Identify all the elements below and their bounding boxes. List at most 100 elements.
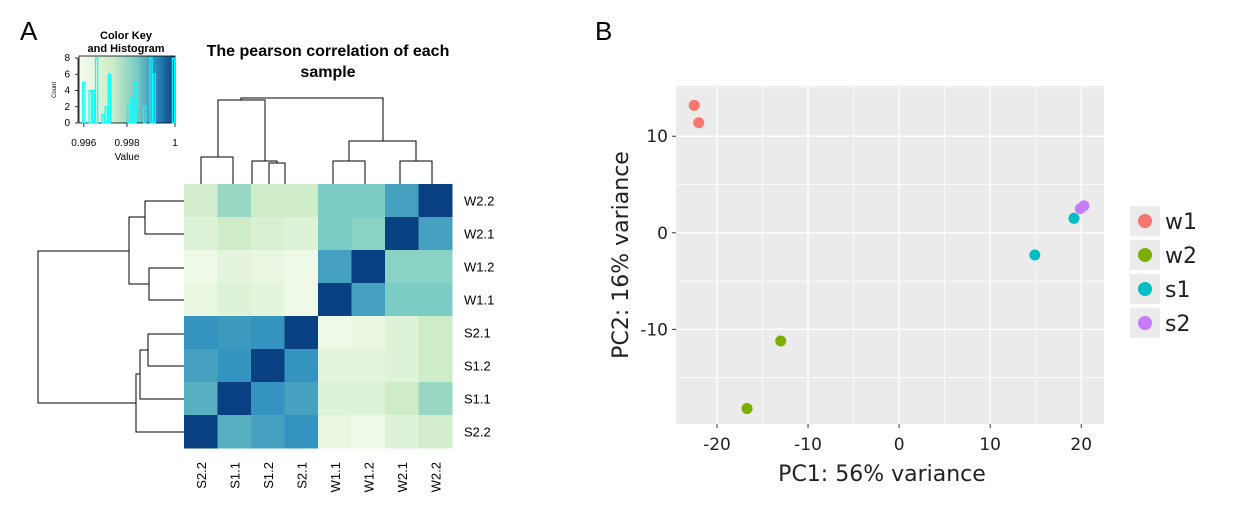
heatmap-column-label: W1.1 [328, 462, 343, 492]
heatmap-cell [351, 250, 386, 284]
heatmap-cell [318, 382, 352, 416]
color-key-histogram-bar [107, 73, 112, 124]
heatmap-cell [184, 217, 218, 251]
legend-key-s2 [1138, 316, 1152, 330]
heatmap-cells [184, 184, 453, 449]
pca-point-w1 [693, 117, 705, 129]
heatmap-cell [251, 250, 285, 284]
color-key-histogram-bar [94, 57, 99, 124]
heatmap-cell [184, 415, 218, 449]
heatmap-title-line2: sample [300, 64, 355, 81]
color-key-xlabel: Value [115, 152, 140, 163]
heatmap-row-label: S1.2 [464, 359, 491, 374]
color-key-histogram-bar [133, 81, 137, 124]
pca-point-w1 [688, 99, 700, 111]
heatmap-cell [351, 184, 386, 218]
heatmap-cell [418, 316, 453, 350]
color-key-y-tick: 2 [64, 102, 70, 113]
heatmap-column-label: W1.2 [361, 462, 376, 492]
heatmap-cell [385, 184, 419, 218]
pca-point-w2 [775, 335, 787, 347]
heatmap-cell [284, 283, 319, 317]
heatmap-cell [184, 250, 218, 284]
color-key-histogram-bar [104, 106, 108, 124]
color-key-y-tick: 4 [64, 86, 70, 97]
heatmap-cell [217, 415, 252, 449]
color-key-y-tick: 8 [64, 53, 70, 64]
column-dendrogram [200, 97, 433, 184]
heatmap-column-label: S2.2 [194, 462, 209, 489]
heatmap-cell [418, 250, 453, 284]
legend-key-w2 [1138, 248, 1152, 262]
color-key-x-tick: 0.996 [71, 138, 96, 149]
pca-tick-labels: -20 -10 0 10 20 -10 0 10 [640, 127, 1092, 455]
heatmap-cell [251, 382, 285, 416]
legend-label-w1: w1 [1165, 210, 1197, 235]
heatmap-row-label: W1.1 [464, 293, 494, 308]
heatmap-cell [251, 349, 285, 383]
pca-y-tick: 0 [657, 224, 668, 244]
heatmap-cell [418, 382, 453, 416]
color-key-histogram-bar [130, 98, 134, 124]
heatmap-row-label: S2.2 [464, 425, 491, 440]
panel-b-label: B [595, 16, 612, 46]
pca-point-s1 [1068, 212, 1080, 224]
heatmap-cell [351, 415, 386, 449]
panel-a-label: A [20, 16, 38, 46]
heatmap-row-label: W2.1 [464, 227, 494, 242]
color-key-histogram-bar [142, 106, 147, 124]
heatmap-cell [351, 316, 386, 350]
pca-y-axis-label: PC2: 16% variance [609, 151, 634, 359]
heatmap-cell [385, 382, 419, 416]
pca-point-s2 [1078, 200, 1090, 212]
heatmap-cell [251, 217, 285, 251]
color-key-histogram-bar [171, 57, 176, 124]
heatmap-cell [284, 382, 319, 416]
heatmap-cell [318, 415, 352, 449]
heatmap-row-label: S1.1 [464, 392, 491, 407]
heatmap-cell [217, 184, 252, 218]
pca-points [688, 99, 1090, 415]
heatmap-row-label: W1.2 [464, 260, 494, 275]
pca-y-tick: -10 [640, 320, 668, 340]
legend-label-s1: s1 [1165, 278, 1190, 303]
color-key-title-line1: Color Key [100, 30, 153, 42]
pca-x-tick: 10 [979, 435, 1001, 455]
heatmap-cell [385, 415, 419, 449]
pca-y-tick: 10 [646, 127, 668, 147]
color-key-histogram-bar [152, 73, 156, 124]
legend-label-w2: w2 [1165, 244, 1197, 269]
heatmap-cell [351, 382, 386, 416]
color-key-y-tick: 0 [64, 118, 70, 129]
pca-x-axis-label: PC1: 56% variance [778, 462, 986, 487]
heatmap-cell [217, 382, 252, 416]
heatmap-cell [284, 184, 319, 218]
heatmap-cell [385, 349, 419, 383]
heatmap-cell [418, 415, 453, 449]
color-key-title-line2: and Histogram [87, 43, 164, 55]
heatmap-cell [217, 250, 252, 284]
heatmap-cell [184, 283, 218, 317]
heatmap-cell [318, 250, 352, 284]
heatmap-cell [217, 349, 252, 383]
heatmap-cell [318, 184, 352, 218]
heatmap-cell [184, 184, 218, 218]
heatmap-column-label: S2.1 [294, 462, 309, 489]
heatmap-cell [217, 316, 252, 350]
heatmap-cell [318, 283, 352, 317]
heatmap-cell [418, 217, 453, 251]
heatmap-cell [251, 316, 285, 350]
heatmap-cell [184, 349, 218, 383]
heatmap-cell [385, 283, 419, 317]
color-key-x-tick: 1 [172, 138, 178, 149]
pca-x-tick: -20 [703, 435, 731, 455]
heatmap-column-labels: S2.2 S1.1 S1.2 S2.1 W1.1 W1.2 W2.1 W2.2 [194, 462, 444, 492]
heatmap-cell [251, 415, 285, 449]
heatmap-cell [184, 316, 218, 350]
pca-gridlines [676, 86, 1104, 424]
heatmap-cell [418, 184, 453, 218]
heatmap-cell [217, 283, 252, 317]
heatmap-row-label: W2.2 [464, 194, 494, 209]
heatmap-cell [385, 316, 419, 350]
